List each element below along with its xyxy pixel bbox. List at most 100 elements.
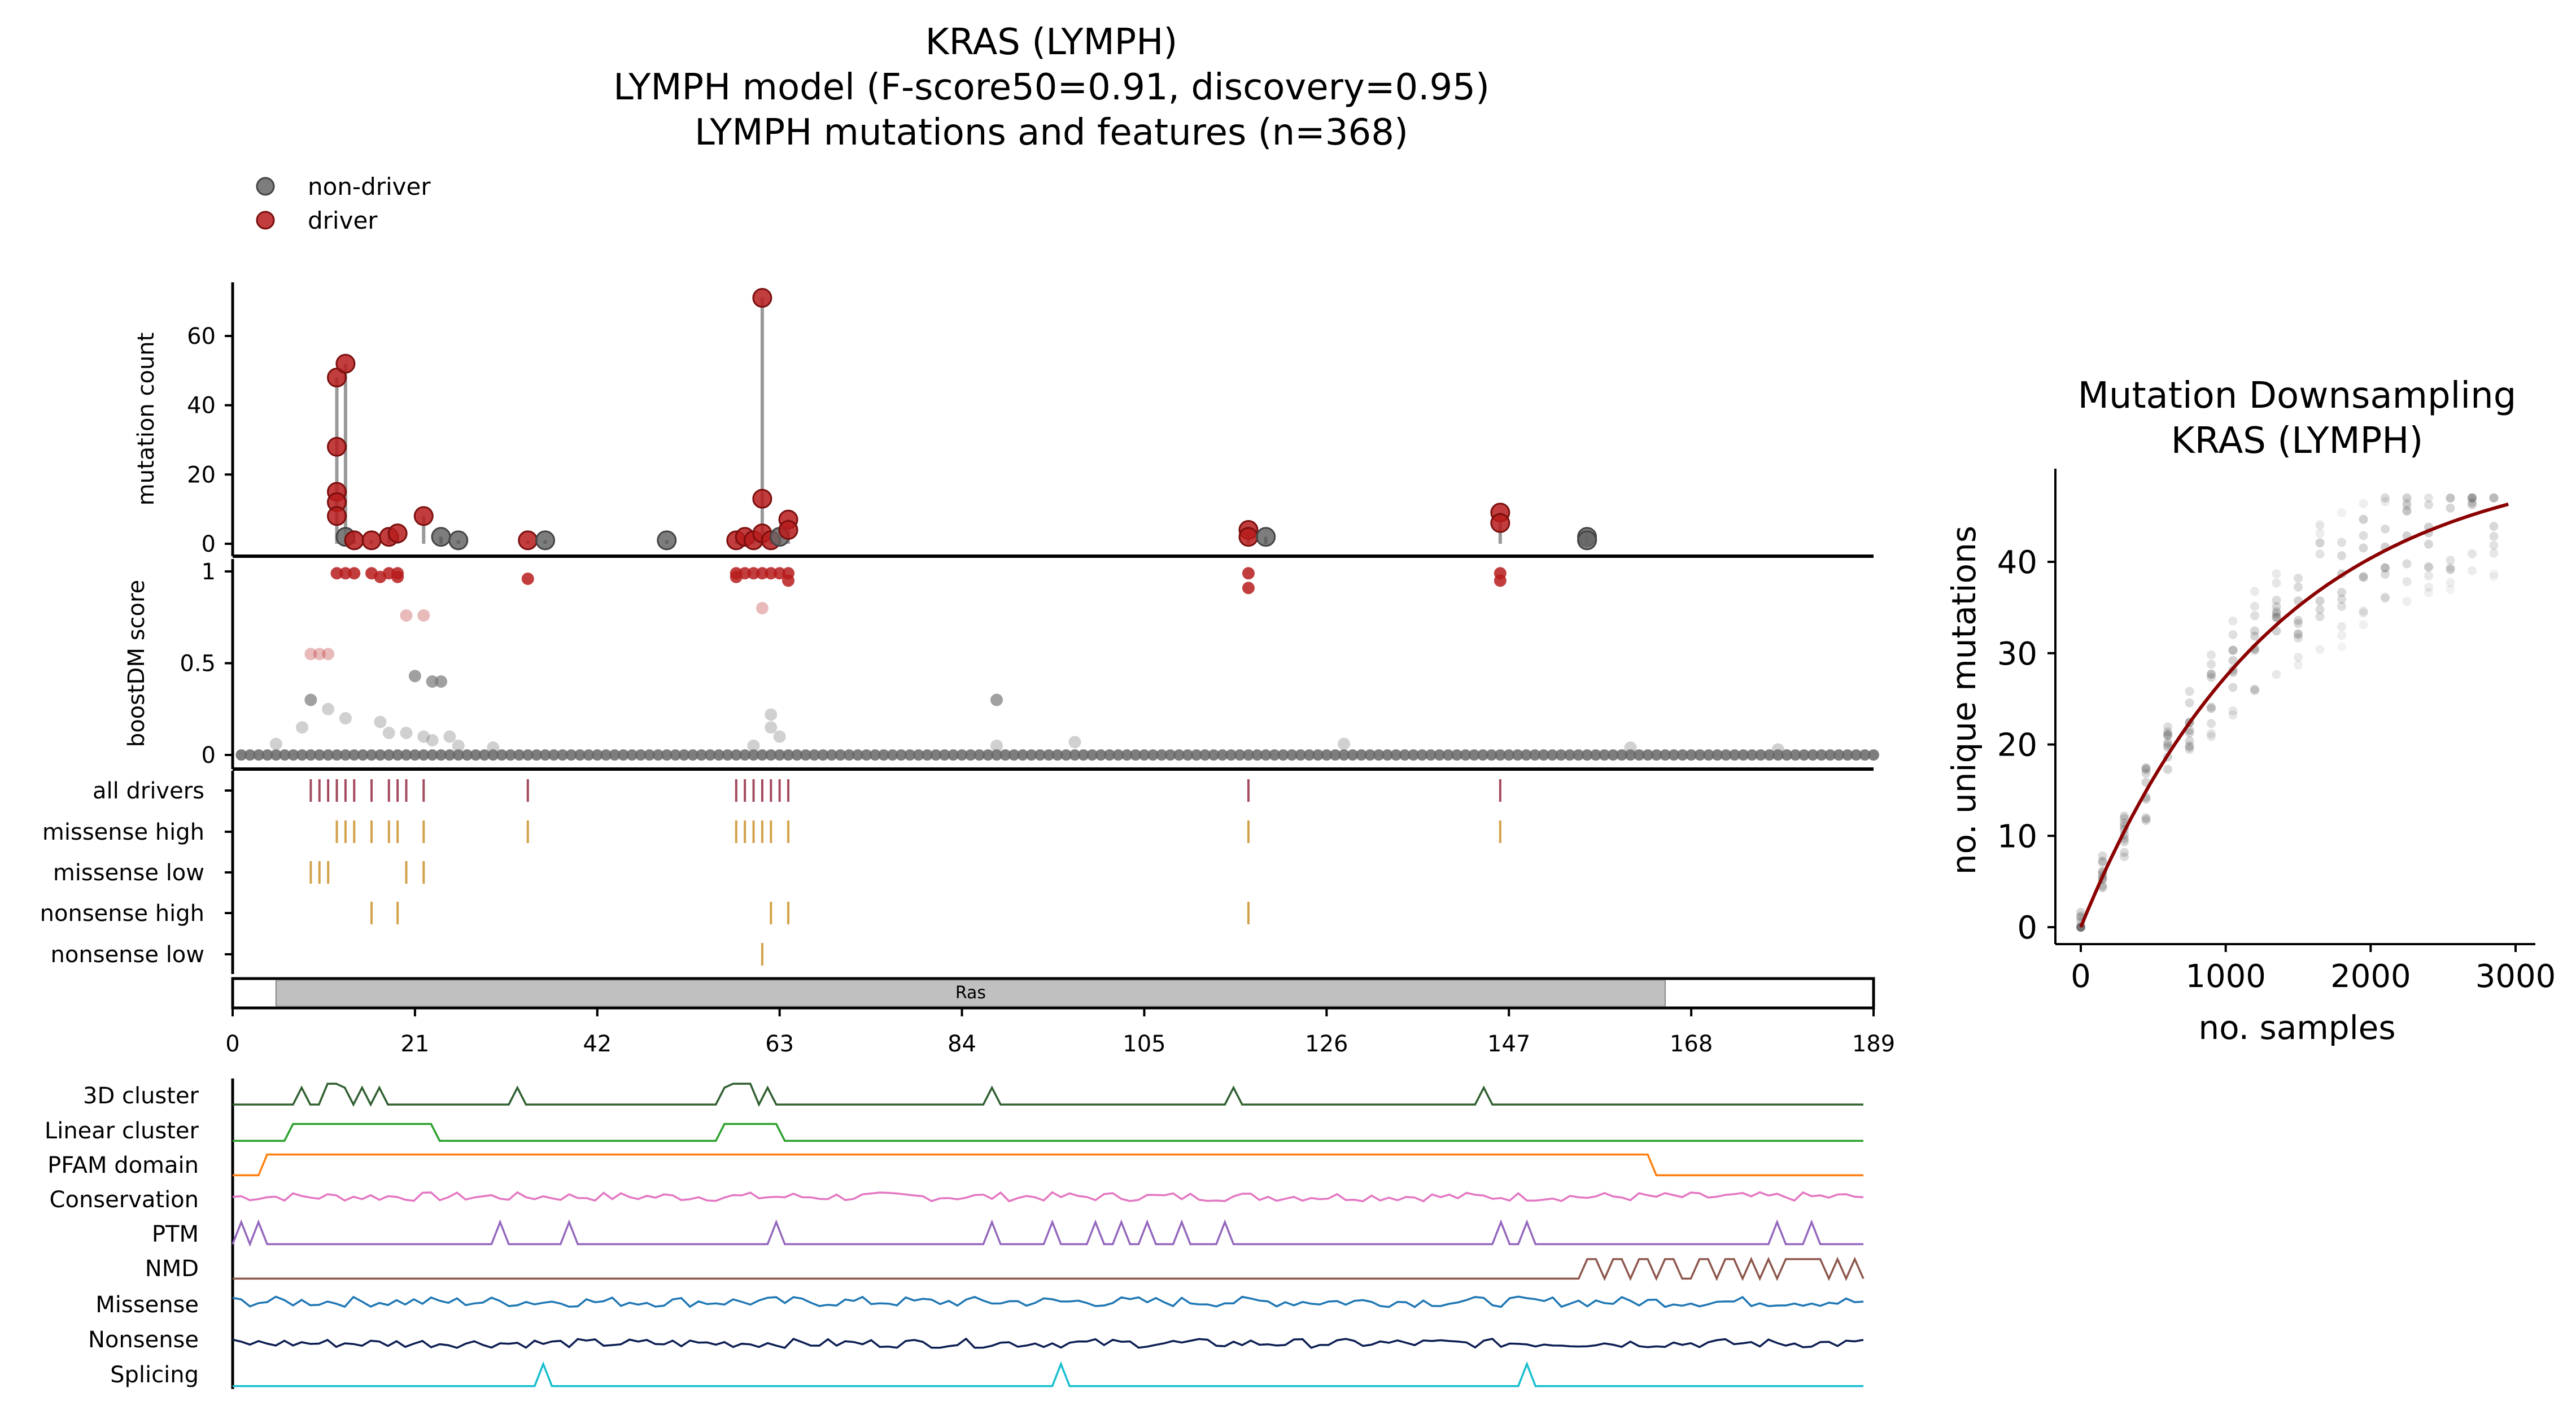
boost-point-zero	[531, 749, 543, 761]
downsampling-sample-point	[2163, 740, 2172, 750]
boost-point-zero	[435, 749, 447, 761]
downsampling-sample-point	[2163, 731, 2172, 740]
boost-point-zero	[765, 749, 777, 761]
boost-point-zero	[374, 749, 386, 761]
boost-point-zero	[1373, 749, 1385, 761]
boost-point-zero	[1668, 749, 1680, 761]
boost-point-zero	[600, 749, 612, 761]
downsampling-sample-point	[2185, 745, 2194, 754]
downsampling-sample-point	[2250, 626, 2259, 636]
boost-point-zero	[748, 749, 759, 761]
downsampling-sample-point	[2446, 556, 2455, 565]
needle-point-driver	[335, 353, 356, 374]
downsampling-sample-point	[2468, 493, 2477, 503]
boost-point-zero	[574, 749, 586, 761]
boost-point-zero	[1069, 749, 1081, 761]
boost-point-zero	[1156, 749, 1168, 761]
needle-point-driver	[387, 523, 408, 544]
needle-point-driver	[518, 530, 538, 551]
boost-point-driver	[747, 567, 760, 580]
boost-point-nondriver	[408, 670, 421, 683]
boost-point-zero	[279, 749, 291, 761]
boost-point-nondriver	[452, 739, 465, 752]
downsampling-sample-point	[2141, 814, 2151, 824]
boost-point-nondriver	[765, 708, 778, 721]
downsampling-sample-point	[2402, 597, 2412, 606]
boost-point-zero	[774, 749, 785, 761]
downsampling-sample-point	[2120, 852, 2129, 862]
downsampling-sample-point	[2446, 494, 2455, 503]
boost-point-zero	[235, 749, 247, 761]
boost-point-zero	[366, 749, 378, 761]
title-line-3: LYMPH mutations and features (n=368)	[695, 112, 1408, 154]
boost-point-zero	[1659, 749, 1671, 761]
boost-point-zero	[843, 749, 855, 761]
downsampling-sample-point	[2359, 573, 2368, 582]
downsampling-sample-point	[2294, 660, 2303, 670]
boost-point-zero	[1477, 749, 1489, 761]
boost-point-zero	[1164, 749, 1176, 761]
feature-tracks: 3D cluster Linear cluster PFAM domain Conse…	[45, 1079, 1865, 1389]
protein-domain-track: Ras 0 21 42 63 84 105 126 147 168 189	[225, 977, 1895, 1057]
boost-point-nondriver	[374, 715, 387, 728]
downsampling-sample-point	[2185, 698, 2194, 708]
downsampling-sample-point	[2489, 493, 2499, 503]
downsampling-sample-point	[2424, 588, 2433, 597]
downsampling-sample-point	[2381, 524, 2390, 534]
boost-point-zero	[635, 749, 647, 761]
downsampling-sample-point	[2207, 673, 2216, 682]
downsampling-sample-point	[2337, 631, 2346, 640]
downsampling-sample-point	[2228, 616, 2238, 626]
downsampling-sample-point	[2250, 686, 2259, 696]
boost-point-zero	[1277, 749, 1289, 761]
boost-point-nondriver	[417, 730, 430, 743]
downsampling-sample-point	[2315, 596, 2325, 606]
legend: non-driver driver	[256, 173, 431, 234]
downsampling-sample-point	[2272, 569, 2281, 579]
boost-point-nondriver	[426, 675, 439, 688]
downsampling-sample-point	[2402, 493, 2412, 503]
feature-track-label: Missense	[95, 1292, 199, 1318]
feature-track-label: Linear cluster	[45, 1118, 199, 1144]
boost-point-zero	[270, 749, 282, 761]
boost-point-zero	[583, 749, 595, 761]
downsampling-sample-point	[2337, 508, 2346, 518]
downsampling-sample-point	[2489, 493, 2499, 503]
downsampling-sample-point	[2381, 570, 2390, 579]
boost-point-zero	[617, 749, 629, 761]
boost-point-zero	[383, 749, 395, 761]
boost-point-zero	[470, 749, 482, 761]
boost-point-zero	[661, 749, 673, 761]
downsampling-sample-point	[2315, 521, 2325, 531]
needle-y-axis-label: mutation count	[133, 333, 159, 506]
boost-point-zero	[687, 749, 698, 761]
boost-point-zero	[1051, 749, 1063, 761]
downsampling-sample-point	[2272, 613, 2281, 622]
boost-point-zero	[1216, 749, 1228, 761]
boost-point-driver	[304, 648, 317, 661]
downsampling-sample-point	[2468, 500, 2477, 509]
downsampling-sample-point	[2359, 531, 2368, 540]
boost-point-zero	[548, 749, 560, 761]
downsampling-sample-point	[2098, 856, 2107, 866]
needle-point-driver	[327, 368, 347, 388]
downsampling-sample-point	[2207, 732, 2216, 741]
downsampling-sample-point	[2359, 515, 2368, 525]
x-tick-label: 0	[225, 1031, 239, 1057]
boost-point-zero	[1425, 749, 1437, 761]
boost-point-zero	[1138, 749, 1150, 761]
boost-point-nondriver	[426, 734, 439, 746]
downsampling-sample-point	[2098, 858, 2107, 867]
boost-point-zero	[973, 749, 985, 761]
downsampling-sample-point	[2468, 493, 2477, 503]
downsampling-sample-point	[2359, 514, 2368, 524]
x-tick-label: 147	[1487, 1031, 1530, 1057]
downsampling-fit-curve	[2079, 503, 2509, 928]
domain-bar	[275, 980, 1666, 1007]
boost-point-driver	[1242, 567, 1255, 580]
boost-point-zero	[1242, 749, 1254, 761]
boost-point-zero	[1625, 749, 1636, 761]
boost-point-zero	[1399, 749, 1411, 761]
boost-point-driver	[330, 567, 343, 580]
